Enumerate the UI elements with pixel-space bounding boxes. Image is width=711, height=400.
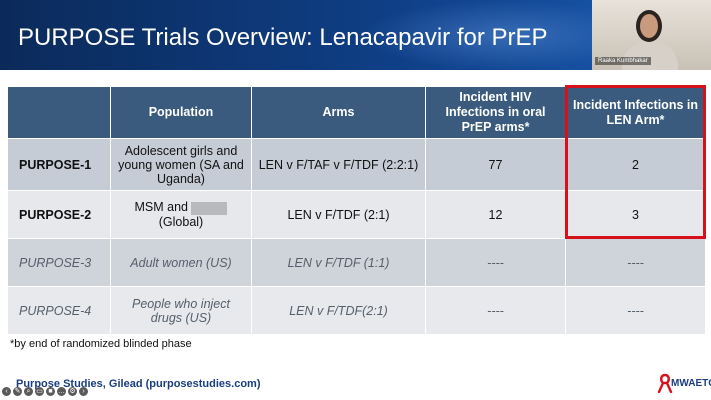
trial-name: PURPOSE-2 — [7, 190, 111, 239]
oral-infections-cell: ---- — [425, 286, 566, 335]
arms-cell: LEN v F/TDF(2:1) — [251, 286, 426, 335]
table-row: PURPOSE-4 People who inject drugs (US) L… — [7, 286, 706, 335]
trial-name: PURPOSE-4 — [7, 286, 111, 335]
arms-cell: LEN v F/TDF (2:1) — [251, 190, 426, 239]
slide-title: PURPOSE Trials Overview: Lenacapavir for… — [18, 24, 548, 51]
header-population: Population — [110, 86, 252, 139]
len-infections-cell: 2 — [565, 138, 706, 191]
ribbon-icon — [657, 373, 673, 393]
population-suffix: (Global) — [158, 214, 204, 229]
table-row: PURPOSE-3 Adult women (US) LEN v F/TDF (… — [7, 238, 706, 287]
table-row: PURPOSE-2 MSM and (Global) LEN v F/TDF (… — [7, 190, 706, 239]
captions-icon[interactable]: ▭ — [35, 387, 44, 396]
pen-icon[interactable]: ✎ — [13, 387, 22, 396]
speaker-body — [622, 42, 678, 70]
oral-infections-cell: 12 — [425, 190, 566, 239]
population-cell: People who inject drugs (US) — [110, 286, 252, 335]
population-cell: MSM and (Global) — [110, 190, 252, 239]
header-decoration — [360, 0, 600, 70]
header-trial — [7, 86, 111, 139]
oral-infections-cell: 77 — [425, 138, 566, 191]
len-arm-highlight-box — [565, 85, 706, 239]
oral-infections-cell: ---- — [425, 238, 566, 287]
len-infections-cell: ---- — [565, 286, 706, 335]
chat-icon[interactable]: … — [57, 387, 66, 396]
camera-icon[interactable]: ■ — [46, 387, 55, 396]
population-cell: Adult women (US) — [110, 238, 252, 287]
table-row: PURPOSE-1 Adolescent girls and young wom… — [7, 138, 706, 191]
header-oral-infections: Incident HIV Infections in oral PrEP arm… — [425, 86, 566, 139]
speaker-video[interactable]: Raaka Kumbhakar — [592, 0, 711, 70]
population-cell: Adolescent girls and young women (SA and… — [110, 138, 252, 191]
logo-text: MWAETC — [671, 378, 711, 389]
population-prefix: MSM and — [134, 200, 189, 215]
trial-name: PURPOSE-3 — [7, 238, 111, 287]
back-icon[interactable]: ‹ — [2, 387, 11, 396]
header-arms: Arms — [251, 86, 426, 139]
settings-icon[interactable]: ⚙ — [68, 387, 77, 396]
search-icon[interactable]: ⌕ — [24, 387, 33, 396]
len-infections-cell: ---- — [565, 238, 706, 287]
source-citation: Purpose Studies, Gilead (purposestudies.… — [16, 378, 261, 390]
header-len-infections: Incident Infections in LEN Arm* — [565, 86, 706, 139]
len-infections-cell: 3 — [565, 190, 706, 239]
trials-table: Population Arms Incident HIV Infections … — [7, 86, 706, 335]
presentation-toolbar: ‹ ✎ ⌕ ▭ ■ … ⚙ › — [2, 387, 88, 396]
redacted-text — [191, 201, 228, 215]
trial-name: PURPOSE-1 — [7, 138, 111, 191]
arms-cell: LEN v F/TAF v F/TDF (2:2:1) — [251, 138, 426, 191]
arms-cell: LEN v F/TDF (1:1) — [251, 238, 426, 287]
footnote: *by end of randomized blinded phase — [10, 338, 192, 350]
speaker-name: Raaka Kumbhakar — [595, 57, 651, 65]
forward-icon[interactable]: › — [79, 387, 88, 396]
mwaetc-logo: MWAETC — [657, 372, 711, 394]
table-header-row: Population Arms Incident HIV Infections … — [7, 86, 706, 139]
speaker-face — [640, 14, 658, 38]
